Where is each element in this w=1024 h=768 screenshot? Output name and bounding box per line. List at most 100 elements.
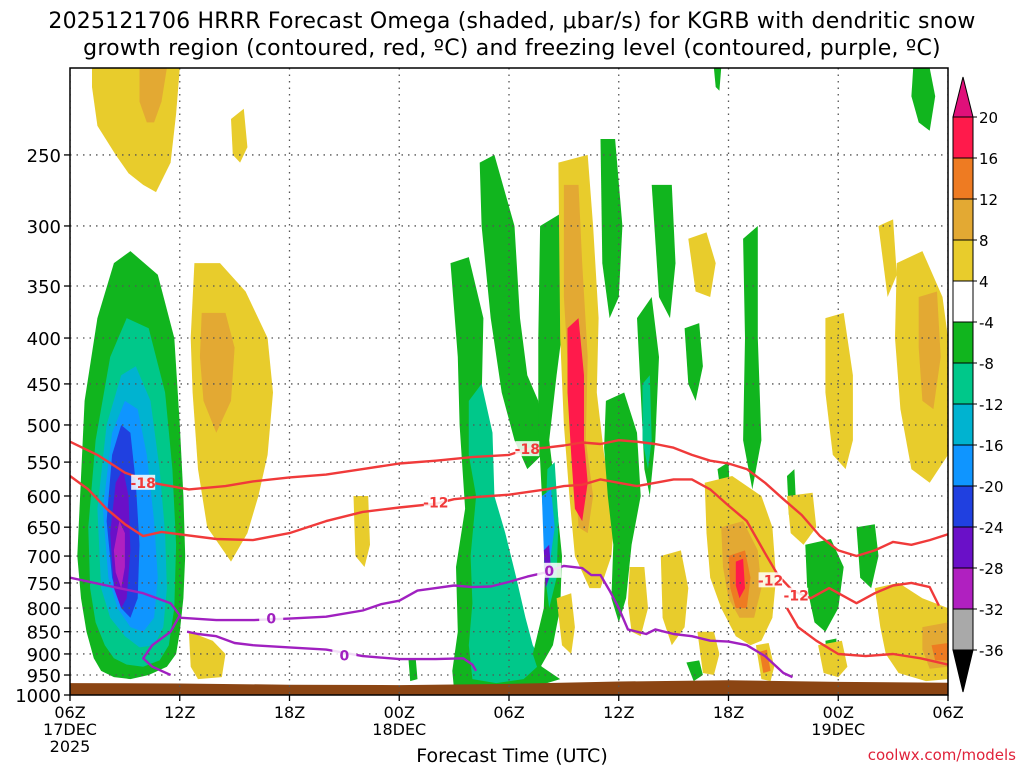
colorbar-band-9 — [952, 485, 974, 528]
y-tick-label-550: 550 — [27, 453, 61, 474]
contour-label-0: -18 — [131, 476, 156, 492]
colorbar-band-0 — [952, 116, 974, 159]
x-axis-title: Forecast Time (UTC) — [416, 745, 608, 767]
contour-dendritic--12 — [70, 475, 940, 607]
contour-label-bg-6 — [332, 647, 357, 663]
contour-label-bg-3 — [758, 572, 783, 588]
contour-label-bg-2 — [515, 441, 540, 457]
chart-title-line1: 2025121706 HRRR Forecast Omega (shaded, … — [48, 9, 976, 34]
colorbar-label-13: -36 — [979, 642, 1004, 660]
x-tick-label-7: 00Z — [823, 703, 854, 722]
colorbar-label-9: -20 — [979, 478, 1004, 496]
contour-label-bg-1 — [423, 494, 448, 510]
contour-label-1: -12 — [423, 495, 448, 511]
chart-title: 2025121706 HRRR Forecast Omega (shaded, … — [0, 8, 1024, 62]
colorbar-band-5 — [952, 321, 974, 364]
x-tick-label-6: 18Z — [713, 703, 744, 722]
y-tick-label-400: 400 — [27, 329, 61, 350]
colorbar-label-5: -4 — [979, 314, 994, 332]
colorbar-bottom-arrow — [952, 649, 974, 693]
x-tick-year-0: 2025 — [50, 737, 91, 756]
contour-freezing-0b — [179, 564, 793, 679]
omega-region-21 — [541, 489, 555, 567]
omega-region-40 — [735, 558, 745, 599]
colorbar-label-11: -28 — [979, 560, 1004, 578]
omega-region-4 — [199, 312, 235, 433]
omega-region-57 — [818, 640, 848, 678]
x-tick-label-2: 18Z — [274, 703, 305, 722]
y-tick-label-800: 800 — [27, 599, 61, 620]
contour-label-3: -12 — [758, 573, 783, 589]
chart-title-line2: growth region (contoured, red, ºC) and f… — [83, 36, 941, 61]
colorbar-band-4 — [952, 280, 974, 323]
omega-region-52 — [878, 219, 897, 297]
colorbar-top-arrow — [952, 76, 974, 118]
colorbar-band-3 — [952, 239, 974, 282]
colorbar-label-2: 12 — [979, 191, 998, 209]
x-tick-label-8: 06Z — [932, 703, 963, 722]
colorbar-label-0: 20 — [979, 109, 998, 127]
omega-region-19 — [532, 212, 575, 671]
x-tick-sublabel-7: 19DEC — [811, 720, 865, 739]
colorbar-band-12 — [952, 608, 974, 651]
omega-region-49 — [825, 312, 853, 470]
omega-region-41 — [627, 567, 648, 637]
contour-label-bg-0 — [131, 474, 156, 490]
x-tick-sublabel-3: 18DEC — [372, 720, 426, 739]
colorbar-label-6: -8 — [979, 355, 994, 373]
colorbar-label-12: -32 — [979, 601, 1004, 619]
x-tick-label-4: 06Z — [493, 703, 524, 722]
colorbar-band-10 — [952, 526, 974, 569]
colorbar-band-7 — [952, 403, 974, 446]
colorbar-band-8 — [952, 444, 974, 487]
omega-region-25 — [567, 318, 588, 522]
x-tick-label-0: 06Z — [54, 703, 85, 722]
omega-region-34 — [743, 226, 762, 490]
contour-label-4: -12 — [784, 589, 809, 605]
contour-label-5: 0 — [266, 612, 276, 628]
credit-link[interactable]: coolwx.com/models — [867, 746, 1016, 764]
omega-region-55 — [931, 643, 948, 661]
omega-region-59 — [911, 68, 936, 131]
y-tick-label-250: 250 — [27, 146, 61, 167]
contour-label-bg-5 — [259, 610, 284, 626]
y-tick-label-300: 300 — [27, 217, 61, 238]
omega-region-27 — [600, 139, 623, 319]
contour-dendritic--18 — [70, 439, 948, 558]
contour-label-bg-7 — [537, 562, 562, 578]
omega-region-12 — [113, 521, 125, 589]
y-tick-label-600: 600 — [27, 487, 61, 508]
y-tick-label-750: 750 — [27, 574, 61, 595]
contour-label-6: 0 — [340, 648, 350, 664]
contour-label-7: 0 — [544, 564, 554, 580]
contour-label-bg-4 — [784, 587, 809, 603]
omega-region-46 — [805, 539, 844, 632]
omega-region-56 — [787, 492, 817, 545]
colorbar-label-1: 16 — [979, 150, 998, 168]
contour-freezing-0c — [186, 630, 478, 672]
omega-region-26 — [556, 593, 575, 654]
omega-region-30 — [642, 375, 652, 470]
x-tick-sublabel-0: 17DEC — [43, 720, 97, 739]
x-tick-label-3: 00Z — [384, 703, 415, 722]
colorbar-label-4: 4 — [979, 273, 989, 291]
omega-region-60 — [686, 660, 703, 682]
colorbar-label-3: 8 — [979, 232, 989, 250]
colorbar-band-11 — [952, 567, 974, 610]
contour-dendritic--12b — [785, 607, 948, 666]
omega-region-2 — [231, 108, 248, 163]
y-tick-label-500: 500 — [27, 416, 61, 437]
y-tick-label-650: 650 — [27, 518, 61, 539]
x-tick-label-5: 12Z — [603, 703, 634, 722]
omega-region-28 — [604, 392, 641, 623]
y-tick-label-950: 950 — [27, 666, 61, 687]
terrain — [70, 680, 948, 695]
omega-region-1 — [139, 68, 167, 123]
omega-region-32 — [684, 323, 703, 401]
y-tick-label-450: 450 — [27, 375, 61, 396]
y-tick-label-350: 350 — [27, 277, 61, 298]
colorbar-label-8: -16 — [979, 437, 1004, 455]
omega-region-33 — [688, 232, 716, 297]
